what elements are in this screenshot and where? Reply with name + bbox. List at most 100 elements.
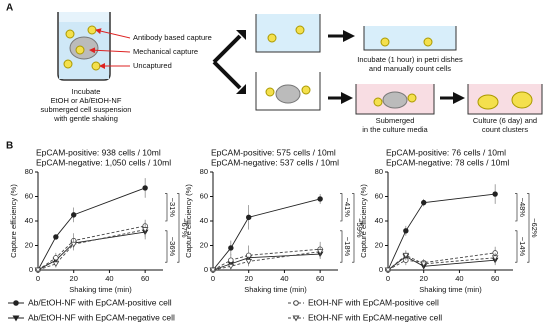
subtitle: EpCAM-negative: 537 cells / 10ml	[211, 157, 339, 167]
bracket	[527, 193, 530, 263]
x-tick-label: 60	[316, 274, 324, 283]
marker	[53, 234, 59, 240]
marker	[384, 267, 392, 274]
x-axis-label: Shaking time (min)	[244, 285, 307, 294]
series-line	[212, 251, 321, 271]
x-tick-label: 60	[491, 274, 499, 283]
y-tick-label: 0	[379, 265, 383, 274]
marker	[403, 228, 409, 234]
capture-label: Uncaptured	[133, 61, 172, 70]
x-tick-label: 0	[211, 274, 215, 283]
y-tick-label: 20	[25, 240, 33, 249]
y-tick-label: 40	[200, 216, 208, 225]
marker	[421, 199, 427, 206]
caption: and manually count cells	[369, 64, 451, 73]
y-tick-label: 80	[25, 167, 33, 176]
marker	[420, 261, 428, 268]
marker	[71, 212, 77, 218]
annotation: −18%	[343, 237, 352, 257]
caption: Submerged	[376, 116, 415, 125]
caption: submerged cell suspension	[41, 105, 132, 114]
annotation: −31%	[168, 198, 177, 218]
subtitle: EpCAM-positive: 575 cells / 10ml	[211, 147, 336, 157]
x-tick-label: 40	[280, 274, 288, 283]
marker	[34, 267, 42, 274]
caption: with gentle shaking	[53, 114, 118, 123]
series-line	[212, 198, 321, 271]
subtitle: EpCAM-negative: 1,050 cells / 10ml	[36, 157, 171, 167]
legend-marker	[292, 315, 300, 322]
x-tick-label: 40	[455, 274, 463, 283]
series-line	[37, 231, 146, 271]
y-tick-label: 0	[204, 265, 208, 274]
marker	[142, 185, 148, 191]
y-tick-label: 40	[25, 216, 33, 225]
series-line	[387, 254, 496, 271]
y-axis-label: Capture efficiency (%)	[359, 184, 368, 258]
y-tick-label: 80	[375, 167, 383, 176]
marker	[52, 261, 60, 268]
caption: in the culture media	[362, 125, 428, 134]
legend-marker	[293, 300, 299, 306]
y-tick-label: 60	[200, 191, 208, 200]
bracket	[515, 193, 518, 222]
y-axis-label: Capture efficiency (%)	[184, 184, 193, 258]
marker	[53, 255, 59, 261]
y-tick-label: 60	[375, 191, 383, 200]
y-tick-label: 40	[375, 216, 383, 225]
annotation: −67%	[180, 218, 189, 238]
x-tick-label: 20	[245, 274, 253, 283]
marker	[209, 267, 217, 274]
marker	[245, 259, 253, 265]
x-tick-label: 0	[386, 274, 390, 283]
x-axis-label: Shaking time (min)	[69, 285, 132, 294]
legend-label: Ab/EtOH-NF with EpCAM-positive cell	[28, 297, 172, 307]
marker	[228, 245, 234, 251]
marker	[228, 257, 234, 263]
x-tick-label: 40	[105, 274, 113, 283]
subtitle: EpCAM-positive: 938 cells / 10ml	[36, 147, 161, 157]
x-tick-label: 20	[420, 274, 428, 283]
bracket	[165, 230, 168, 263]
subtitle: EpCAM-positive: 76 cells / 10ml	[386, 147, 506, 157]
bracket	[165, 193, 168, 222]
caption: Incubate (1 hour) in petri dishes	[357, 55, 463, 64]
legend-label: Ab/EtOH-NF with EpCAM-negative cell	[28, 312, 175, 322]
marker	[317, 196, 323, 202]
series-line	[37, 225, 146, 271]
legend-marker	[12, 315, 20, 322]
series-line	[387, 252, 496, 271]
subtitle: EpCAM-negative: 78 cells / 10ml	[386, 157, 509, 167]
capture-label: Mechanical capture	[133, 47, 198, 56]
y-tick-label: 60	[25, 191, 33, 200]
caption: Culture (6 day) and	[473, 116, 537, 125]
y-axis-label: Capture efficiency (%)	[9, 184, 18, 258]
marker	[316, 249, 324, 255]
series-line	[212, 253, 321, 271]
capture-label: Antibody based capture	[133, 33, 212, 42]
bracket	[177, 193, 180, 263]
annotation: −41%	[343, 198, 352, 218]
legend-marker	[13, 300, 19, 306]
caption: count clusters	[482, 125, 529, 134]
panel-label: B	[6, 141, 13, 152]
annotation: −59%	[355, 218, 364, 238]
panel-label: A	[6, 3, 13, 14]
x-tick-label: 60	[141, 274, 149, 283]
y-tick-label: 0	[29, 265, 33, 274]
legend-label: EtOH-NF with EpCAM-positive cell	[308, 297, 439, 307]
x-axis-label: Shaking time (min)	[419, 285, 482, 294]
bracket	[352, 193, 355, 263]
annotation: −48%	[518, 198, 527, 218]
marker	[227, 263, 235, 270]
marker	[246, 214, 252, 221]
marker	[491, 255, 499, 261]
series-line	[387, 193, 496, 271]
caption: EtOH or Ab/EtOH-NF	[51, 96, 122, 105]
annotation: −36%	[168, 237, 177, 257]
y-tick-label: 20	[375, 240, 383, 249]
legend-label: EtOH-NF with EpCAM-negative cell	[308, 312, 442, 322]
annotation: −62%	[530, 218, 539, 238]
marker	[70, 241, 78, 248]
